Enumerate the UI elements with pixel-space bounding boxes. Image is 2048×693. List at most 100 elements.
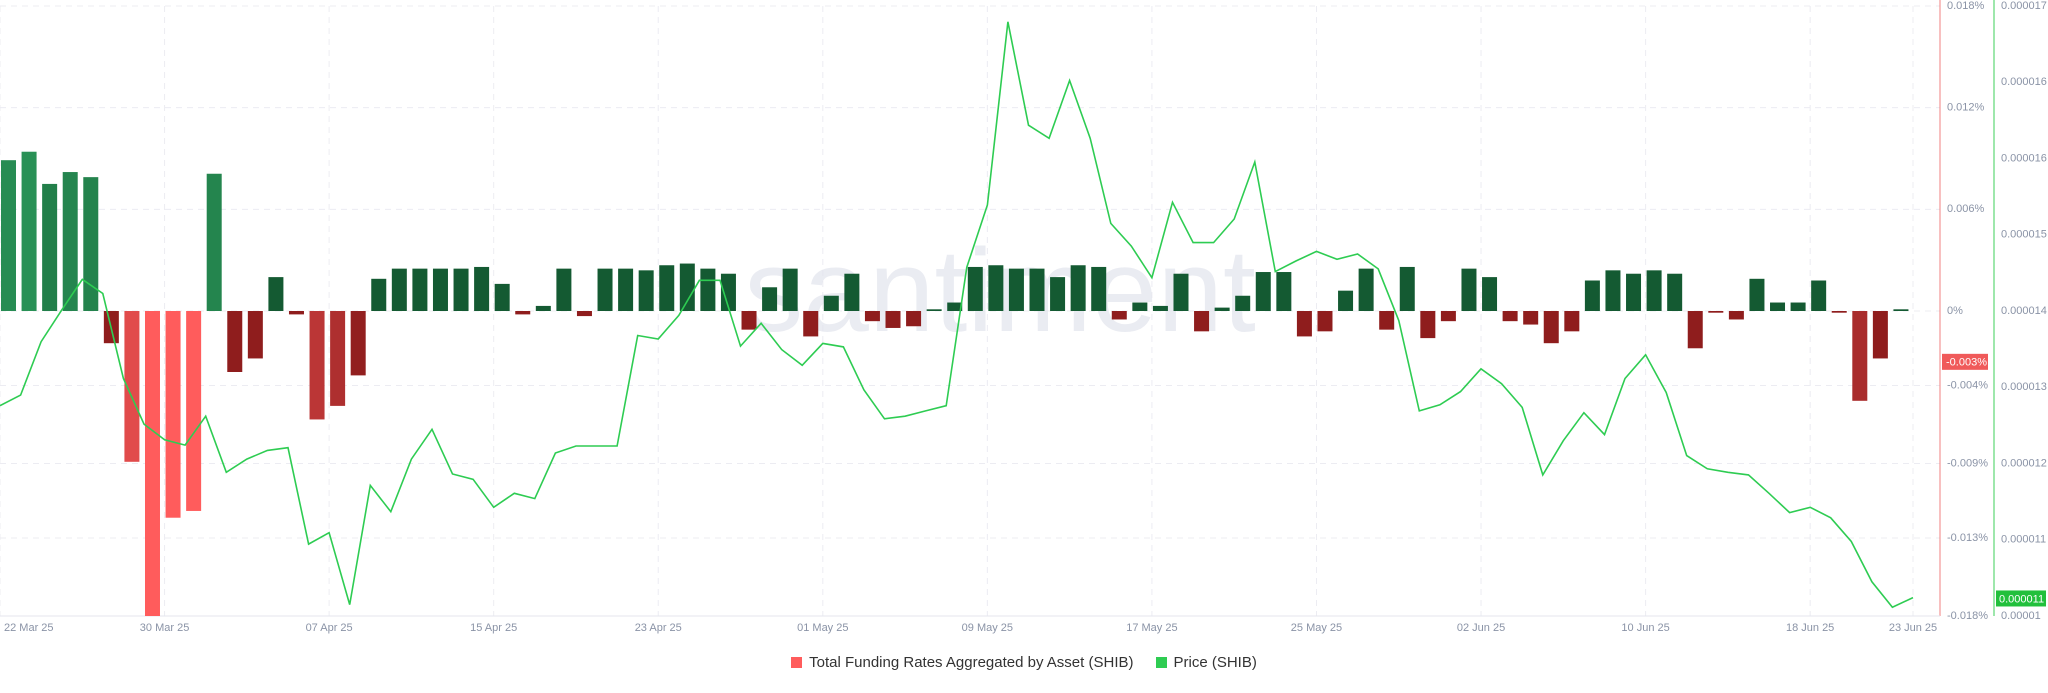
bar	[823, 295, 839, 311]
bar	[391, 268, 407, 311]
bar	[515, 311, 531, 315]
bar	[206, 173, 222, 311]
bar	[1111, 311, 1127, 320]
bar	[885, 311, 901, 328]
funding-marker-box	[1942, 353, 1988, 370]
bar	[453, 268, 469, 311]
bar	[556, 268, 572, 311]
bar	[1399, 266, 1415, 311]
bar	[1584, 280, 1600, 311]
chart: 0.018% 0.012% 0.006% 0% -0.004% -0.009% -0.013…	[0, 0, 2047, 634]
legend-swatch	[1155, 657, 1167, 668]
bar	[864, 311, 880, 322]
bar	[1440, 311, 1456, 322]
price-line	[0, 21, 1914, 609]
bar	[1008, 268, 1024, 311]
bar	[762, 287, 778, 311]
bar	[1667, 273, 1683, 311]
bar	[432, 268, 448, 311]
y2-tick-label: 0.000012	[2001, 457, 2047, 469]
legend-item[interactable]: Total Funding Rates Aggregated by Asset …	[791, 654, 1134, 671]
bar	[535, 305, 551, 311]
x-tick-label: 18 Jun 25	[1786, 622, 1834, 634]
bar	[1255, 272, 1271, 311]
bar	[1831, 311, 1847, 313]
bar	[1852, 311, 1868, 401]
y2-tick-label: 0.000013	[2001, 381, 2047, 393]
bar	[1502, 311, 1518, 322]
bar	[1235, 295, 1251, 311]
bar	[679, 263, 695, 311]
bar	[1132, 302, 1148, 311]
bar	[165, 311, 181, 518]
y-tick-label: -0.013%	[1947, 532, 1988, 544]
bar	[1893, 309, 1909, 311]
bar	[42, 183, 58, 311]
bar	[1790, 302, 1806, 311]
bar	[988, 265, 1004, 311]
bar	[268, 277, 284, 311]
bar	[638, 270, 654, 311]
bar	[1317, 311, 1333, 332]
bar	[1050, 277, 1066, 311]
x-tick-label: 23 Jun 25	[1889, 622, 1937, 634]
bar	[186, 311, 202, 511]
x-tick-label: 09 May 25	[962, 622, 1013, 634]
price-marker-box	[1996, 590, 2046, 607]
legend-label: Total Funding Rates Aggregated by Asset …	[809, 654, 1134, 671]
legend: Total Funding Rates Aggregated by Asset …	[0, 654, 2048, 671]
bar	[371, 278, 387, 311]
bar	[1173, 273, 1189, 311]
bar	[227, 311, 243, 372]
bar	[62, 172, 78, 311]
y-tick-label: -0.018%	[1947, 610, 1988, 622]
bar	[1461, 268, 1477, 311]
bar	[1687, 311, 1703, 349]
bar	[700, 268, 716, 311]
bar	[1749, 278, 1765, 311]
x-tick-label: 30 Mar 25	[140, 622, 190, 634]
x-tick-label: 10 Jun 25	[1621, 622, 1669, 634]
x-tick-label: 17 May 25	[1126, 622, 1177, 634]
bar	[844, 273, 860, 311]
y2-tick-label: 0.00001	[2001, 610, 2041, 622]
bar	[494, 283, 510, 311]
bar	[597, 268, 613, 311]
x-tick-label: 22 Mar 25	[4, 622, 54, 634]
bar	[1070, 265, 1086, 311]
bar	[1214, 307, 1230, 311]
bar	[1626, 273, 1642, 311]
y-tick-label: 0.018%	[1947, 0, 1985, 12]
bar	[330, 311, 346, 406]
bar	[288, 311, 304, 315]
bar	[1482, 277, 1498, 311]
legend-item[interactable]: Price (SHIB)	[1155, 654, 1257, 671]
y-tick-label: 0.006%	[1947, 203, 1985, 215]
x-tick-label: 15 Apr 25	[470, 622, 517, 634]
bar	[720, 273, 736, 311]
bar	[1, 160, 16, 311]
bar	[247, 311, 263, 359]
legend-swatch	[791, 657, 803, 668]
bar	[1152, 305, 1168, 311]
price-marker-label: 0.000011	[1999, 593, 2044, 605]
bar	[1420, 311, 1436, 339]
y2-tick-label: 0.000011	[2001, 534, 2046, 546]
bar	[1646, 270, 1662, 311]
y-tick-label: -0.004%	[1947, 379, 1988, 391]
x-tick-label: 23 Apr 25	[635, 622, 682, 634]
y-tick-label: -0.009%	[1947, 457, 1988, 469]
bar	[576, 311, 592, 317]
bar	[926, 309, 942, 311]
bar	[412, 268, 428, 311]
bar	[906, 311, 922, 327]
bar	[782, 268, 798, 311]
bar	[947, 302, 963, 311]
bar	[1872, 311, 1888, 359]
bar	[618, 268, 634, 311]
bar	[21, 151, 37, 311]
bar	[1194, 311, 1210, 332]
bar	[1811, 280, 1827, 311]
bar	[659, 265, 675, 311]
